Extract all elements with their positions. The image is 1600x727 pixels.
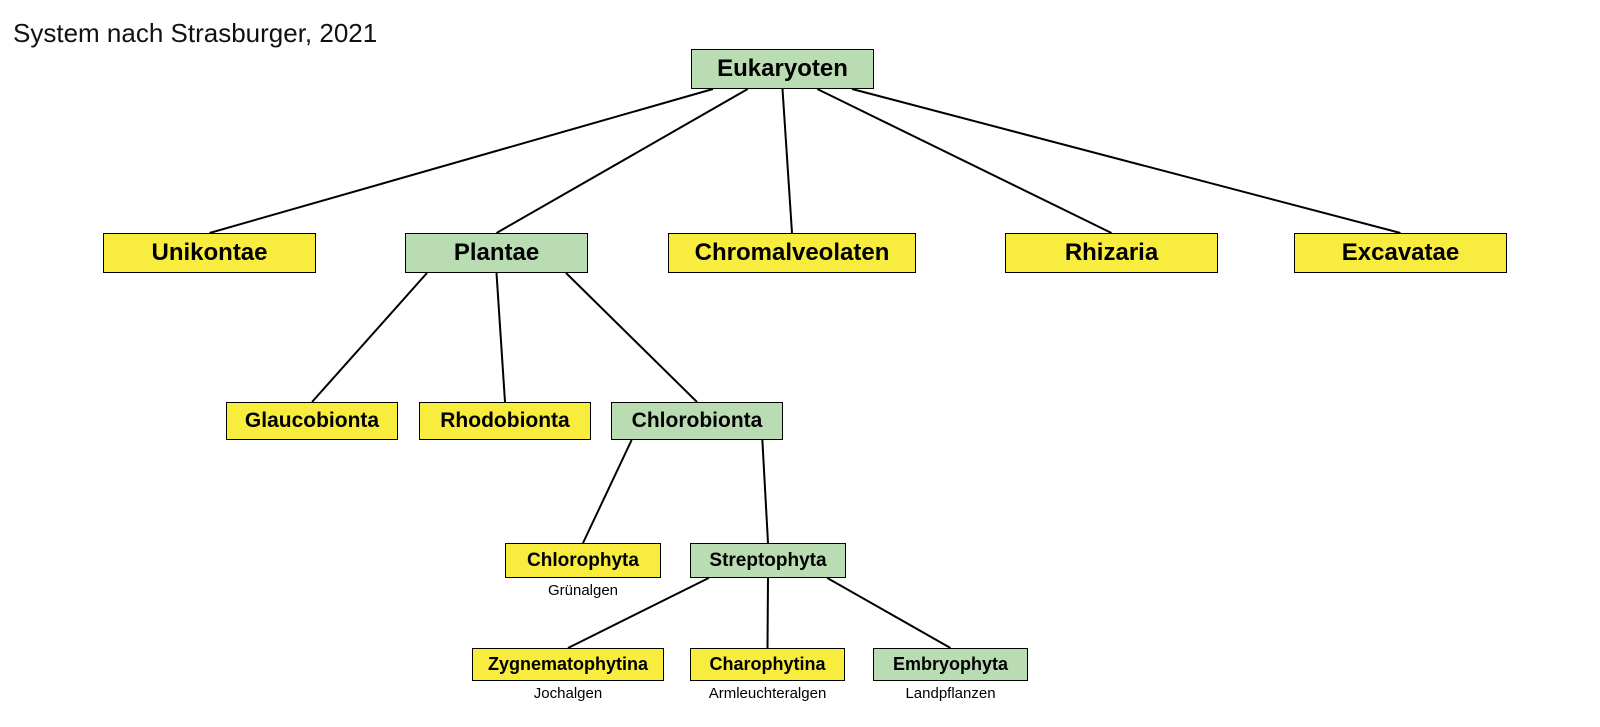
node-label: Plantae xyxy=(454,239,539,267)
node-sublabel-charophytina: Armleuchteralgen xyxy=(690,685,845,702)
edge-streptophyta-embryophyta xyxy=(827,578,950,648)
node-label: Rhizaria xyxy=(1065,239,1158,267)
node-label: Zygnematophytina xyxy=(488,654,648,675)
node-sublabel-zygnematophytina: Jochalgen xyxy=(472,685,664,702)
node-label: Chlorobionta xyxy=(632,409,763,433)
edge-plantae-chlorobionta xyxy=(566,273,697,402)
diagram-caption: System nach Strasburger, 2021 xyxy=(13,18,377,49)
edge-streptophyta-charophytina xyxy=(768,578,769,648)
edge-layer xyxy=(0,0,1600,727)
node-label: Rhodobionta xyxy=(440,409,569,433)
node-label: Charophytina xyxy=(709,654,825,675)
edge-eukaryoten-unikontae xyxy=(210,89,713,233)
node-label: Unikontae xyxy=(151,239,267,267)
node-streptophyta: Streptophyta xyxy=(690,543,846,578)
edge-chlorobionta-streptophyta xyxy=(762,440,768,543)
node-rhizaria: Rhizaria xyxy=(1005,233,1218,273)
node-label: Excavatae xyxy=(1342,239,1459,267)
node-label: Chromalveolaten xyxy=(695,239,890,267)
node-sublabel-chlorophyta: Grünalgen xyxy=(505,582,661,599)
node-plantae: Plantae xyxy=(405,233,588,273)
edge-eukaryoten-plantae xyxy=(497,89,748,233)
node-chlorophyta: Chlorophyta xyxy=(505,543,661,578)
node-label: Embryophyta xyxy=(893,654,1008,675)
edge-eukaryoten-excavatae xyxy=(852,89,1400,233)
node-eukaryoten: Eukaryoten xyxy=(691,49,874,89)
edge-plantae-glaucobionta xyxy=(312,273,427,402)
node-zygnematophytina: Zygnematophytina xyxy=(472,648,664,681)
edge-eukaryoten-chromalveolaten xyxy=(783,89,793,233)
node-label: Eukaryoten xyxy=(717,55,848,83)
edge-chlorobionta-chlorophyta xyxy=(583,440,632,543)
node-label: Streptophyta xyxy=(709,550,826,572)
node-embryophyta: Embryophyta xyxy=(873,648,1028,681)
node-chromalveolaten: Chromalveolaten xyxy=(668,233,916,273)
node-glaucobionta: Glaucobionta xyxy=(226,402,398,440)
edge-plantae-rhodobionta xyxy=(497,273,506,402)
node-sublabel-embryophyta: Landpflanzen xyxy=(873,685,1028,702)
node-chlorobionta: Chlorobionta xyxy=(611,402,783,440)
node-charophytina: Charophytina xyxy=(690,648,845,681)
node-unikontae: Unikontae xyxy=(103,233,316,273)
node-rhodobionta: Rhodobionta xyxy=(419,402,591,440)
edge-eukaryoten-rhizaria xyxy=(817,89,1111,233)
node-label: Chlorophyta xyxy=(527,550,639,572)
node-label: Glaucobionta xyxy=(245,409,379,433)
node-excavatae: Excavatae xyxy=(1294,233,1507,273)
